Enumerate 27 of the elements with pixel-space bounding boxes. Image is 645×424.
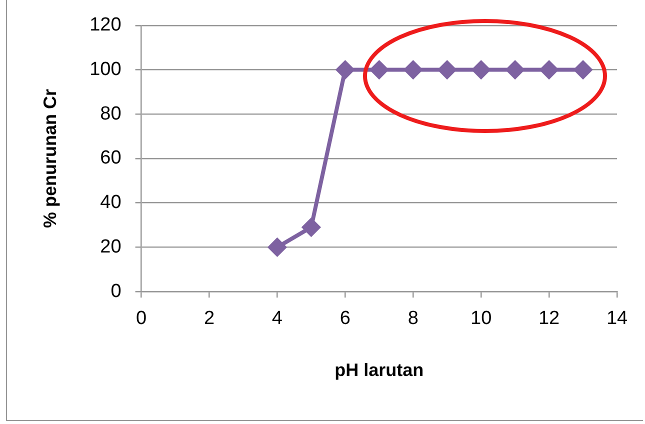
y-tick-label: 80 — [100, 103, 122, 124]
x-tick-label: 2 — [204, 308, 215, 330]
x-tick-label: 8 — [408, 308, 418, 330]
y-tick-label: 40 — [100, 192, 122, 214]
point — [506, 60, 524, 79]
x-axis-title: pH larutan — [334, 360, 424, 380]
point — [438, 60, 456, 79]
point — [404, 60, 422, 79]
x-tick-label: 6 — [340, 308, 350, 330]
point — [540, 60, 558, 79]
point — [472, 60, 490, 79]
point — [268, 238, 286, 256]
point — [574, 60, 592, 79]
y-tick-label: 120 — [90, 14, 122, 36]
point — [336, 60, 354, 79]
y-axis-title: % penurunan Cr — [40, 88, 60, 228]
x-tick-label: 12 — [538, 308, 560, 330]
x-tick-label: 14 — [606, 308, 628, 330]
point — [302, 218, 320, 236]
x-tick-label: 10 — [470, 308, 492, 330]
x-tick-label: 0 — [136, 308, 147, 330]
y-tick-label: 60 — [100, 148, 122, 169]
y-tick-label: 20 — [100, 236, 122, 258]
x-tick-label: 4 — [272, 308, 283, 330]
y-tick-label: 0 — [110, 280, 122, 302]
point — [370, 60, 388, 79]
y-tick-label: 100 — [90, 59, 122, 80]
